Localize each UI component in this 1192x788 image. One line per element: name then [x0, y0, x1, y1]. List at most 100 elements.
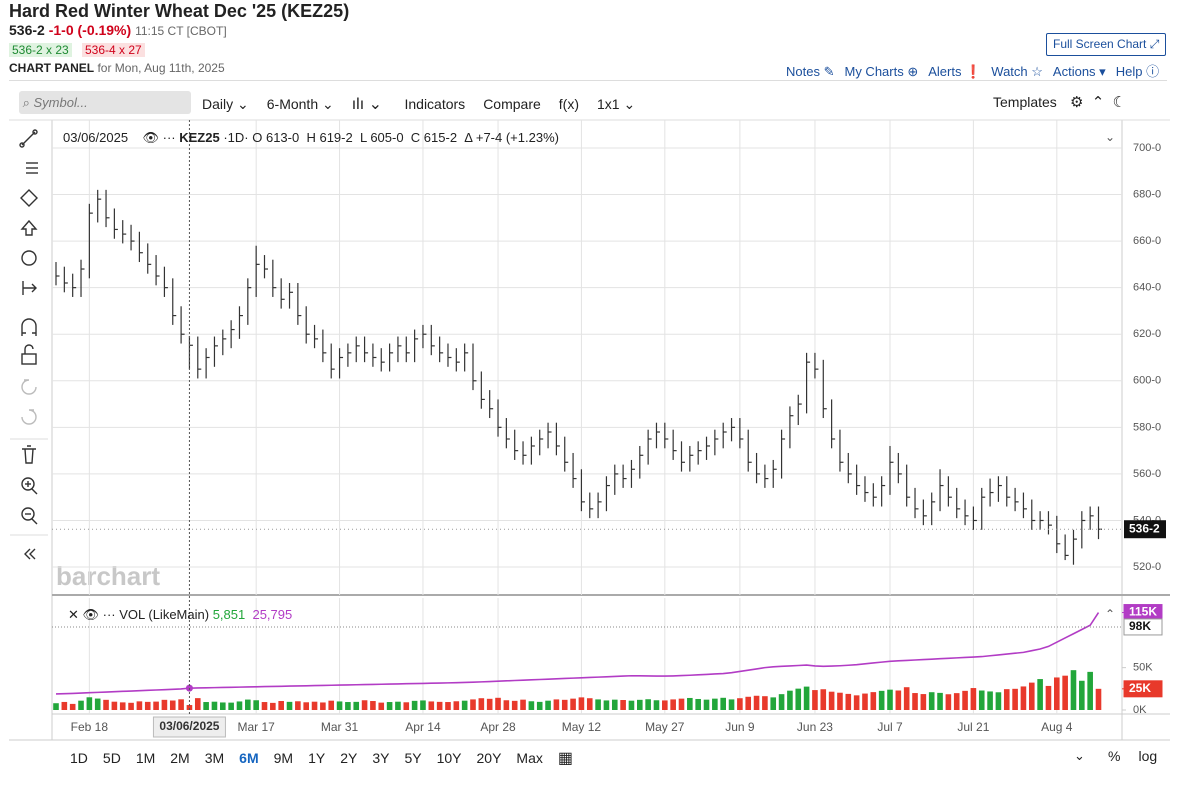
volume-bar [1070, 670, 1077, 710]
volume-bar [845, 693, 852, 710]
volume-legend-name: VOL (LikeMain) [119, 607, 210, 622]
header-link[interactable]: Help ⓘ [1116, 64, 1159, 79]
header-link[interactable]: Actions ▾ [1053, 64, 1106, 79]
volume-bar [186, 705, 193, 710]
range-button[interactable]: 2M [170, 750, 190, 766]
scale-button[interactable]: log [1138, 748, 1158, 764]
header-link-label: Help [1115, 64, 1143, 79]
volume-bar [478, 698, 485, 710]
legend-symbol: KEZ25 [179, 130, 220, 145]
volume-bar [745, 696, 752, 710]
volume-bar [1087, 671, 1093, 710]
range-button[interactable]: 20Y [476, 750, 502, 766]
volume-bar [78, 700, 84, 710]
divider [9, 80, 1167, 81]
legend-date: 03/06/2025 [63, 130, 129, 145]
y-tick-label: 660-0 [1133, 235, 1161, 247]
volume-bar [278, 701, 284, 710]
range-button[interactable]: 1Y [308, 750, 326, 766]
volume-marker-label: 115K [1129, 605, 1157, 619]
toolbar-item[interactable]: 1x1 ⌄ [597, 96, 635, 112]
header-link[interactable]: My Charts ⊕ [844, 64, 918, 79]
volume-bar [970, 688, 977, 710]
volume-tick-label: 0K [1133, 704, 1147, 716]
header-link[interactable]: Alerts ❗ [928, 64, 981, 79]
range-expand[interactable]: ⌄ [1074, 748, 1085, 763]
volume-bar [962, 690, 968, 710]
toolbar-label: f(x) [558, 96, 579, 112]
chart-type-icon[interactable]: ılı ⌄ [351, 96, 387, 113]
volume-bar [1012, 688, 1018, 710]
volume-bar [370, 701, 376, 710]
volume-bar [286, 701, 293, 710]
volume-bar [1037, 679, 1043, 710]
range-button[interactable]: 1D [70, 750, 88, 766]
volume-bar [194, 698, 201, 710]
legend-collapse[interactable]: ⌄ [1105, 130, 1116, 144]
header-link-label: Alerts [928, 64, 962, 79]
volume-bar [61, 701, 68, 710]
range-button[interactable]: 5D [102, 750, 121, 766]
y-tick-label: 700-0 [1133, 142, 1161, 154]
volume-bar [678, 698, 685, 710]
volume-bar [353, 701, 360, 710]
last-price: 536-2 [9, 22, 45, 38]
volume-bar [903, 687, 910, 710]
link-icon: ❗ [961, 64, 982, 79]
fullscreen-button[interactable]: Full Screen Chart ⤢ [1046, 33, 1167, 56]
volume-bar [778, 694, 785, 710]
legend-change: Δ +7-4 (+1.23%) [464, 130, 559, 145]
volume-bar [111, 701, 118, 710]
range-button[interactable]: 3Y [372, 750, 390, 766]
crosshair-label: 03/06/2025 [159, 719, 219, 733]
dropdown-icon: ⌄ [233, 96, 249, 112]
calendar-icon[interactable]: ▦ [557, 750, 573, 767]
range-button[interactable]: 5Y [404, 750, 422, 766]
title: Hard Red Winter Wheat Dec '25 (KEZ25) [9, 1, 350, 21]
volume-bar [295, 701, 301, 710]
volume-bar [1062, 675, 1068, 710]
drawing-tools[interactable] [19, 129, 38, 560]
volume-bar [695, 698, 701, 710]
volume-bar [328, 700, 335, 710]
quote: 536-2 -1-0 (-0.19%) 11:15 CT [CBOT] [9, 22, 227, 38]
dropdown-icon: ⌄ [318, 96, 334, 112]
volume-bar [103, 699, 109, 710]
volume-bar [261, 702, 268, 710]
symbol-search[interactable]: ⌕ Symbol... [19, 91, 191, 114]
range-button[interactable]: 2Y [340, 750, 358, 766]
volume-bar [878, 690, 885, 710]
toolbar-icons[interactable]: ⚙ ⌃ ☾ [1070, 94, 1127, 111]
volume-bar [586, 698, 593, 710]
toolbar-item[interactable]: Indicators [404, 96, 465, 112]
header-link[interactable]: Notes ✎ [786, 64, 834, 79]
toolbar-item[interactable]: Compare [483, 96, 541, 112]
volume-bar [520, 699, 526, 710]
range-button[interactable]: 10Y [436, 750, 462, 766]
legend-close: C 615-2 [410, 130, 458, 145]
range-button[interactable]: 1M [135, 750, 156, 766]
templates-button[interactable]: Templates [993, 94, 1057, 110]
range-button[interactable]: 9M [273, 750, 294, 766]
toolbar-item[interactable]: 6-Month ⌄ [267, 96, 334, 112]
volume-bar [545, 700, 551, 710]
volume-bar [653, 700, 660, 710]
toolbar-item[interactable]: f(x) [559, 96, 579, 112]
volume-bar [1095, 688, 1102, 710]
panel-name: CHART PANEL [9, 61, 95, 75]
scale-button[interactable]: % [1108, 748, 1121, 764]
x-tick-label: Apr 28 [480, 720, 516, 734]
header-link[interactable]: Watch ☆ [991, 64, 1043, 79]
range-button[interactable]: Max [516, 750, 543, 766]
link-icon: ☆ [1027, 64, 1043, 79]
volume-bar [203, 702, 209, 710]
volume-bar [595, 699, 601, 710]
header-link-label: Watch [991, 64, 1028, 79]
toolbar-item[interactable]: Daily ⌄ [202, 96, 249, 112]
range-button[interactable]: 3M [204, 750, 225, 766]
volume-collapse[interactable]: ⌃ [1105, 607, 1116, 621]
volume-bar [53, 703, 59, 710]
volume-legend: ✕ 👁 ··· VOL (LikeMain) 5,851 25,795 [68, 607, 293, 622]
range-button[interactable]: 6M [239, 750, 259, 766]
